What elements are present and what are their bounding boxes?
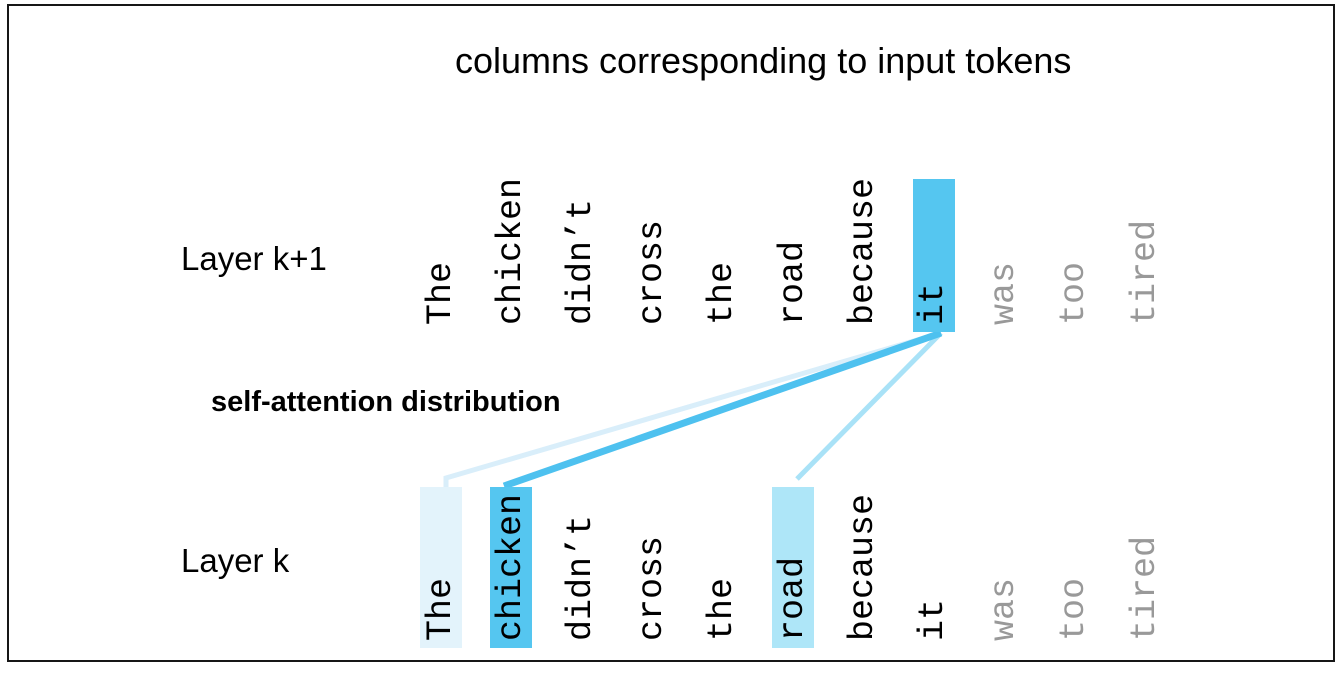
token-label: The [420, 261, 461, 325]
layer-k1-token-7-it: it [912, 179, 955, 332]
layer-k-token-0-the: The [420, 487, 462, 648]
token-label: road [772, 240, 813, 325]
layer-k1-token-3-cross: cross [631, 179, 673, 332]
token-label: cross [631, 535, 672, 641]
token-label: The [420, 577, 461, 641]
token-label: chicken [491, 177, 532, 325]
attention-line-it-to-chicken [502, 329, 943, 490]
layer-k1-token-8-was: was [983, 179, 1025, 332]
layer-k-token-10-tired: tired [1124, 487, 1166, 648]
token-label: it [913, 598, 954, 641]
token-label: was [983, 261, 1024, 325]
layer-k1-token-2-didnt: didn’t [561, 179, 603, 332]
layer-k-token-7-it: it [913, 487, 955, 648]
token-label: road [772, 556, 813, 641]
layer-k-token-4-the: the [702, 487, 744, 648]
token-label: too [1054, 577, 1095, 641]
token-label: chicken [491, 493, 532, 641]
layer-k1-token-6-because: because [842, 177, 884, 332]
token-label: it [913, 282, 954, 325]
attention-line-it-to-road [795, 331, 943, 481]
layer-k-token-3-cross: cross [631, 487, 673, 648]
layer-k1-token-4-the: the [702, 179, 744, 332]
figure-border [7, 4, 1335, 662]
token-label: because [843, 493, 884, 641]
layer-k1-token-5-road: road [772, 179, 814, 332]
layer-k-token-row: The chicken didn’t cross the road because it was… [0, 487, 1342, 648]
layer-k1-token-9-too: too [1054, 179, 1096, 332]
layer-k1-label: Layer k+1 [181, 240, 327, 277]
token-label: because [843, 177, 884, 325]
layer-k-token-1-chicken: chicken [490, 487, 533, 648]
self-attention-distribution-label: self-attention distribution [211, 386, 561, 418]
token-label: tired [1124, 535, 1165, 641]
token-label: cross [631, 219, 672, 325]
layer-k-token-5-road: road [772, 487, 814, 648]
layer-k-token-9-too: too [1054, 487, 1096, 648]
layer-k1-token-10-tired: tired [1124, 179, 1166, 332]
layer-k-token-8-was: was [983, 487, 1025, 648]
layer-k-token-2-didnt: didn’t [561, 487, 603, 648]
token-label: the [702, 577, 743, 641]
layer-k1-token-row: The chicken didn’t cross the road because it was… [0, 177, 1342, 332]
layer-k1-token-0-the: The [420, 179, 462, 332]
layer-k-token-6-because: because [842, 487, 884, 648]
layer-k1-token-1-chicken: chicken [490, 177, 532, 332]
token-label: the [702, 261, 743, 325]
token-label: too [1054, 261, 1095, 325]
token-label: didn’t [561, 514, 602, 641]
token-label: tired [1124, 219, 1165, 325]
token-label: didn’t [561, 198, 602, 325]
layer-k-label: Layer k [181, 542, 290, 579]
diagram-title: columns corresponding to input tokens [455, 40, 1072, 81]
token-label: was [983, 577, 1024, 641]
